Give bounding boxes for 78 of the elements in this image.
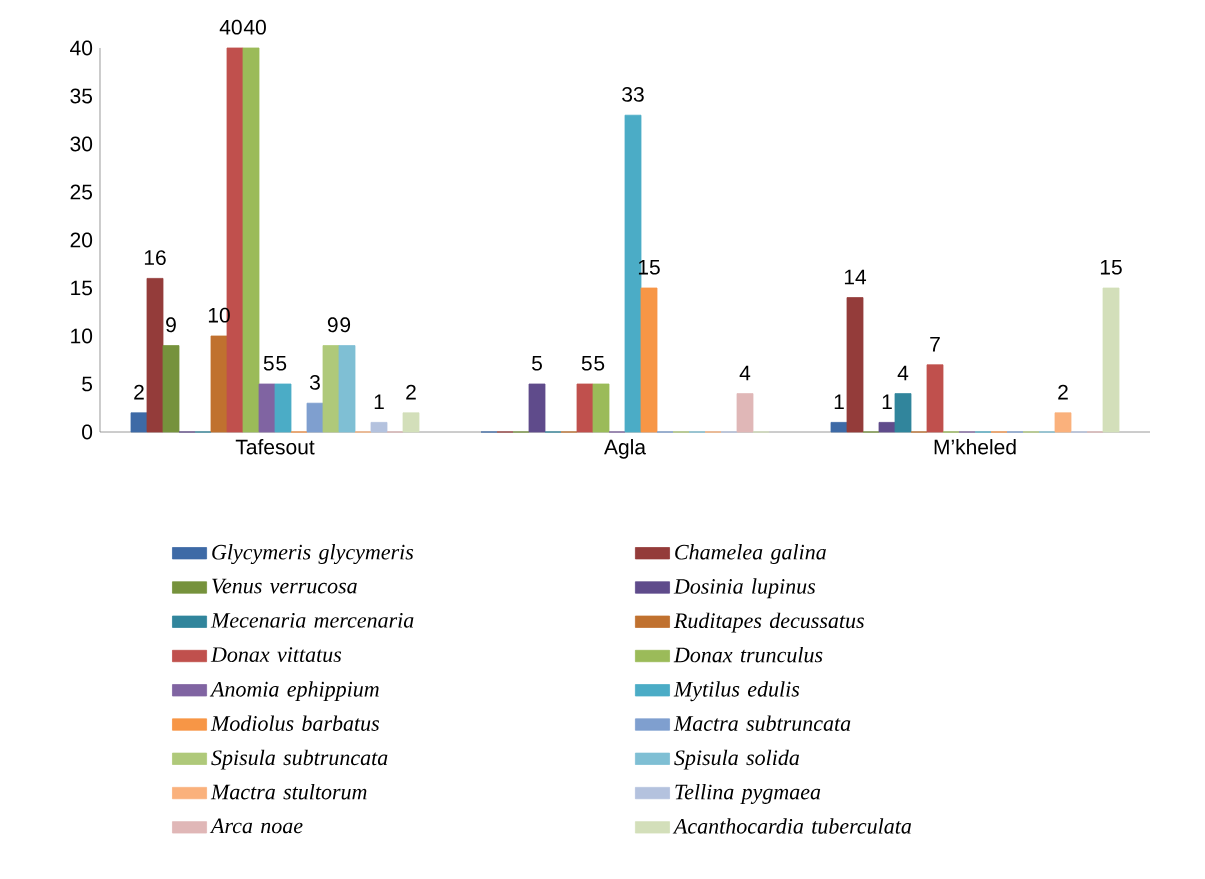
bar <box>322 345 340 433</box>
y-tick-label: 0 <box>82 424 93 440</box>
bar <box>1102 287 1120 433</box>
bar <box>258 383 276 433</box>
data-label: 9 <box>340 317 351 333</box>
data-label: 5 <box>594 355 605 371</box>
legend-label: Donax vittatus <box>210 647 342 663</box>
data-label: 1 <box>882 394 892 409</box>
data-label: 2 <box>1058 384 1068 400</box>
data-label: 1 <box>834 394 844 409</box>
y-tick-label: 25 <box>70 184 93 200</box>
data-label: 5 <box>581 355 592 371</box>
bar <box>640 287 658 433</box>
data-label: 40 <box>243 19 266 35</box>
bar <box>846 297 864 433</box>
bar <box>162 345 180 433</box>
data-label: 40 <box>219 19 242 35</box>
data-label: 2 <box>134 384 144 400</box>
bar <box>576 383 594 433</box>
y-tick-label: 35 <box>70 88 93 104</box>
legend-label: Anomia ephippium <box>209 681 379 702</box>
bar <box>830 422 848 433</box>
data-label: 1 <box>374 394 384 409</box>
legend-label: Donax trunculus <box>673 646 823 663</box>
data-label: 5 <box>263 355 274 371</box>
y-tick-label: 10 <box>71 328 93 344</box>
legend-label: Mactra subtruncata <box>673 715 851 731</box>
x-tick-label: Agla <box>604 439 647 459</box>
y-tick-label: 30 <box>70 136 93 152</box>
legend-label: Venus verrucosa <box>212 578 357 594</box>
legend-label: Glycymeris glycymeris <box>212 544 414 565</box>
bar <box>306 402 324 433</box>
bar <box>274 383 292 433</box>
data-label: 16 <box>144 250 166 266</box>
legend-label: Ruditapes decussatus <box>673 612 864 633</box>
bar <box>370 422 388 433</box>
data-label: 9 <box>327 317 338 333</box>
data-label: 3 <box>309 374 320 390</box>
legend-label: Tellina pygmaea <box>675 783 821 804</box>
y-tick-label: 5 <box>82 376 93 392</box>
data-label: 2 <box>406 384 416 400</box>
data-label: 15 <box>1100 259 1122 275</box>
bar <box>338 345 356 433</box>
legend-label: Modiolus barbatus <box>210 715 380 731</box>
bar <box>1054 412 1072 433</box>
bar <box>926 364 944 433</box>
data-label: 7 <box>930 336 940 352</box>
bar <box>130 412 148 433</box>
data-label: 4 <box>739 365 751 381</box>
y-tick-label: 40 <box>70 40 93 56</box>
bar <box>242 47 260 433</box>
data-label: 14 <box>844 269 867 285</box>
bar <box>402 412 420 433</box>
legend-label: Acanthocardia tuberculata <box>672 818 912 834</box>
legend-label: Spisula solida <box>674 749 800 770</box>
x-tick-label: M’kheled <box>934 439 1016 455</box>
bar <box>736 393 754 433</box>
legend-label: Chamelea galina <box>675 544 826 565</box>
legend-label: Spisula subtruncata <box>211 749 388 770</box>
data-label: 33 <box>622 86 644 102</box>
data-label: 4 <box>897 365 909 381</box>
legend-label: Arca noae <box>209 818 303 834</box>
data-label: 9 <box>166 317 176 333</box>
bar <box>146 278 164 433</box>
legend-label: Mactra stultorum <box>210 783 367 800</box>
legend-label: Dosinia lupinus <box>673 578 816 599</box>
data-label: 5 <box>276 355 287 371</box>
legend-label: Mecenaria mercenaria <box>210 612 414 628</box>
y-tick-label: 15 <box>71 280 93 296</box>
legend-label: Mytilus edulis <box>673 681 800 702</box>
bar <box>528 383 546 433</box>
bar <box>894 393 912 433</box>
bar <box>878 422 896 433</box>
bar <box>210 335 228 433</box>
data-label: 5 <box>532 355 542 371</box>
x-tick-label: Tafesout <box>235 439 315 455</box>
y-tick-label: 20 <box>70 232 93 248</box>
bar <box>592 383 610 433</box>
